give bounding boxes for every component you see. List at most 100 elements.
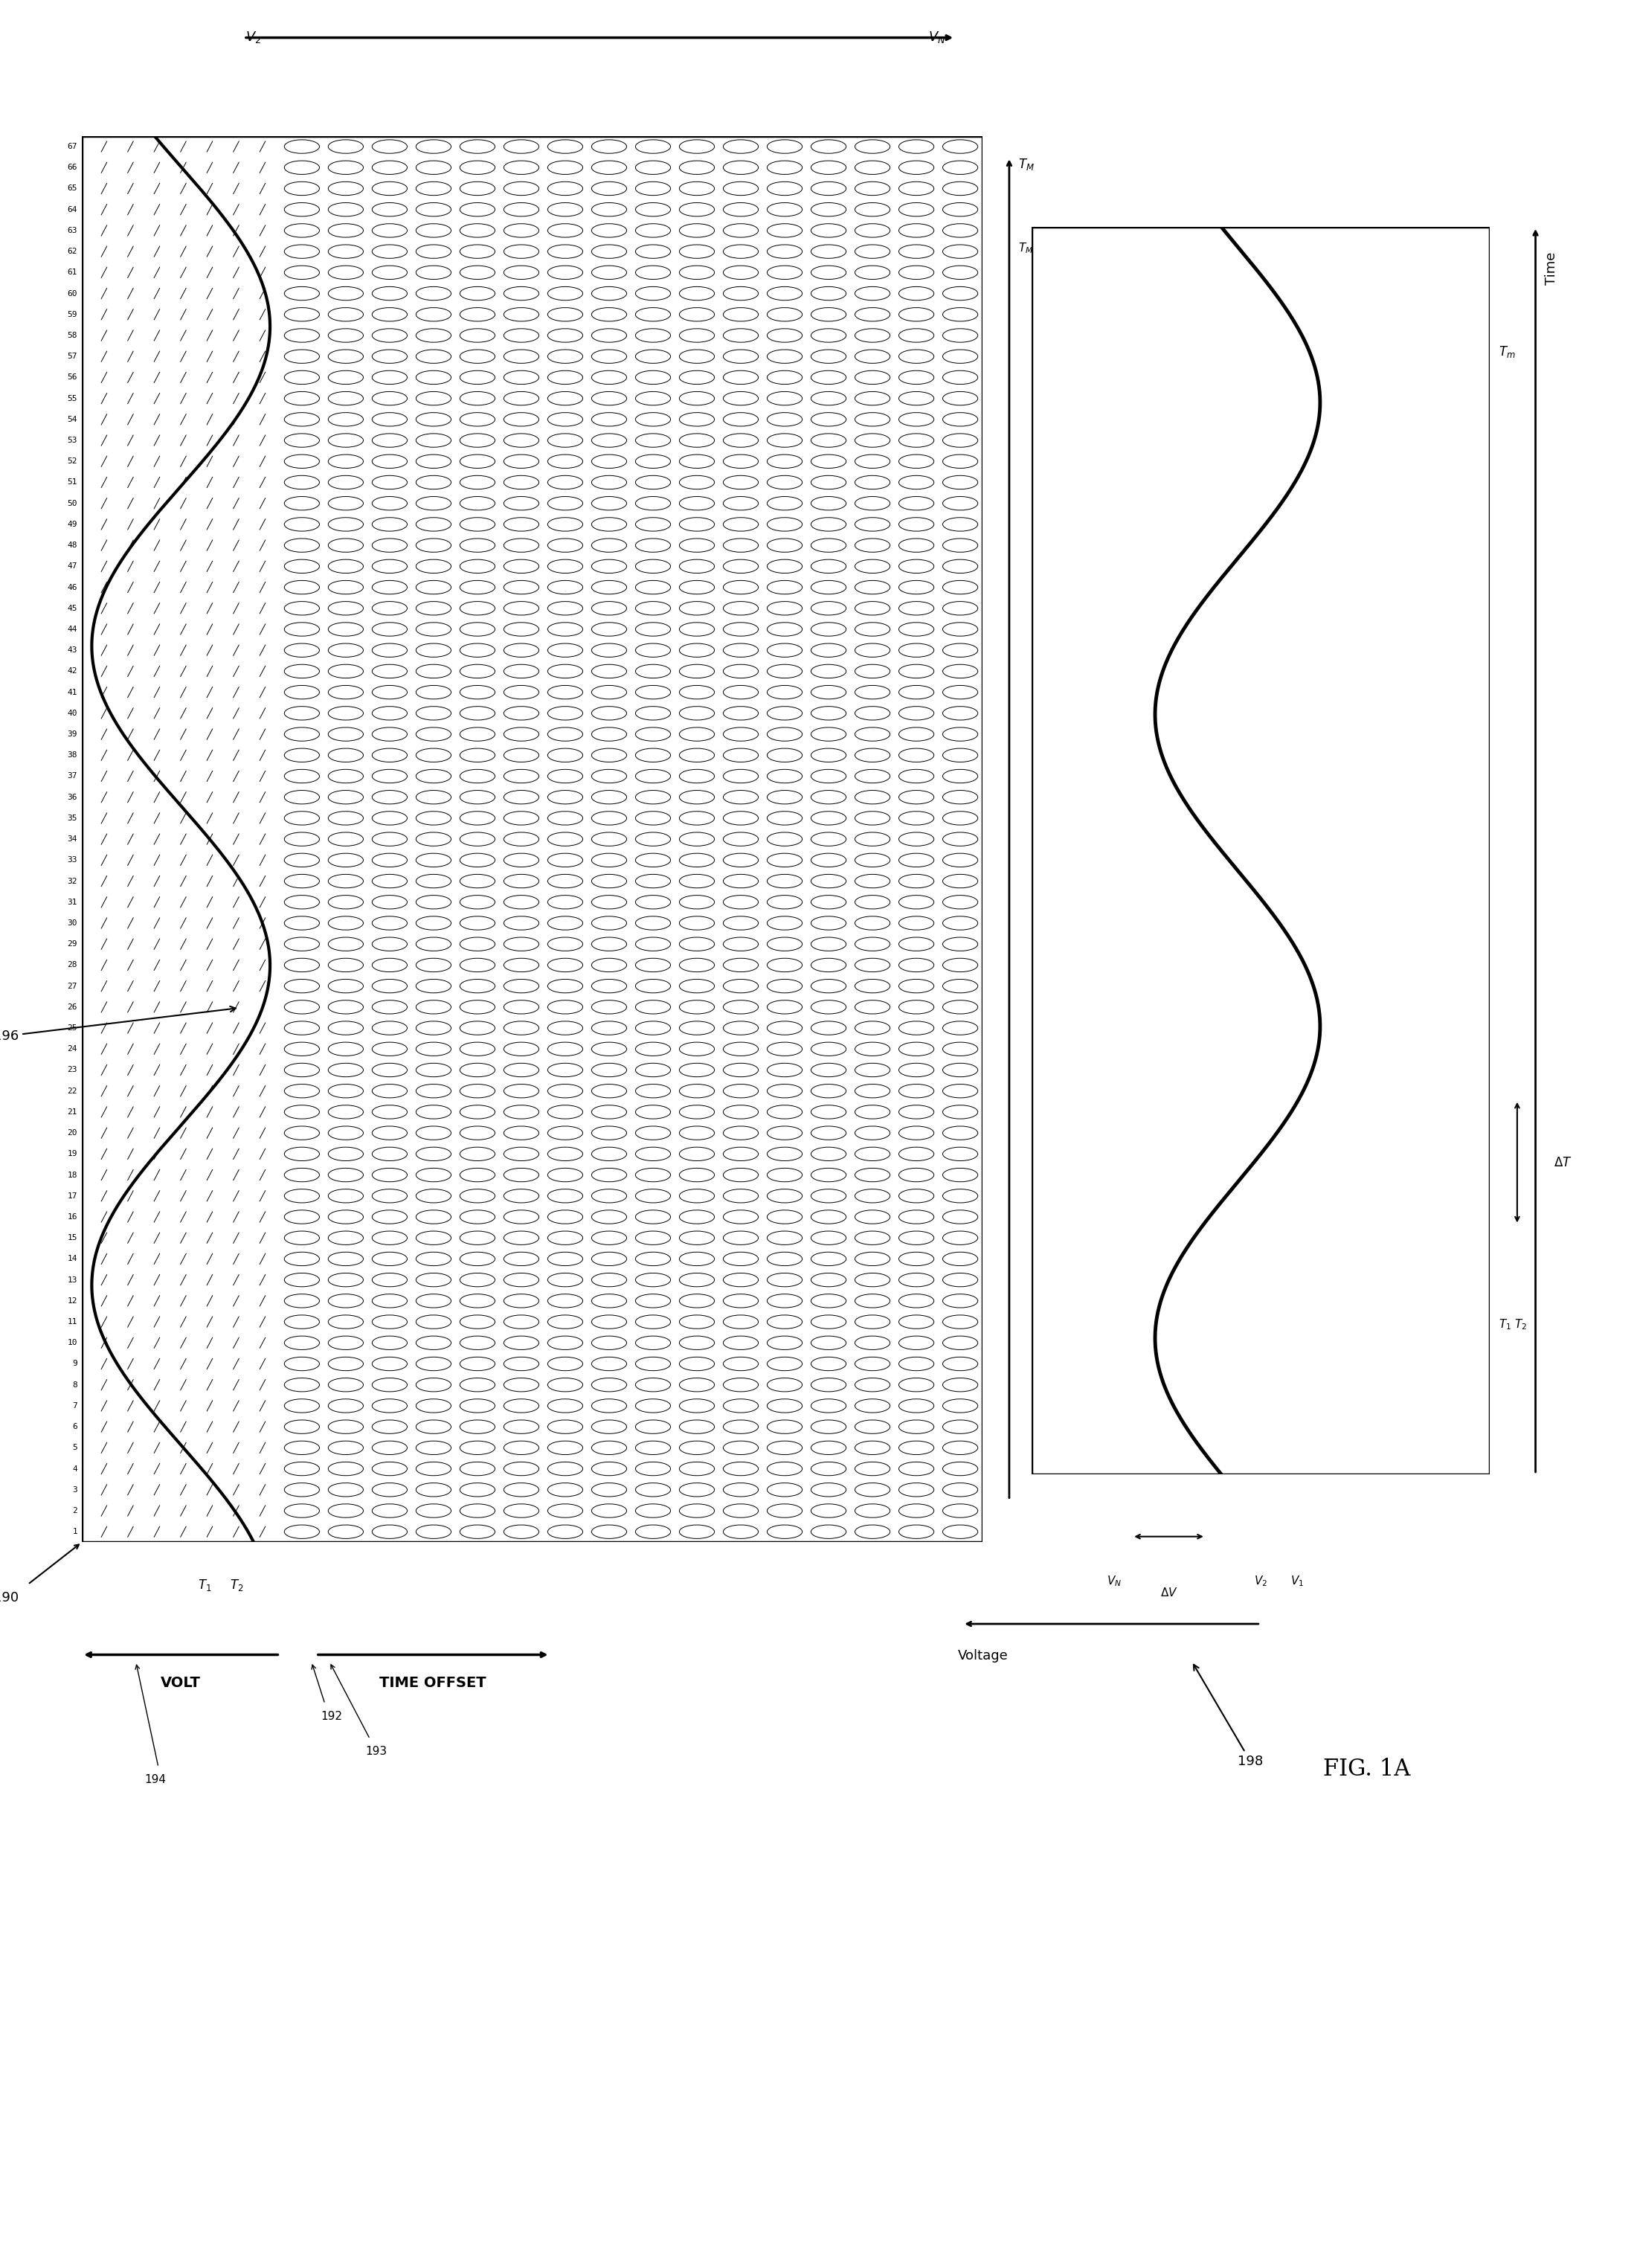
Ellipse shape [327,1252,363,1266]
Ellipse shape [548,1168,583,1182]
Ellipse shape [372,1272,408,1286]
Ellipse shape [460,1064,494,1077]
Ellipse shape [327,497,363,510]
Ellipse shape [635,1272,671,1286]
Ellipse shape [285,1272,319,1286]
Ellipse shape [591,1148,627,1161]
Ellipse shape [724,538,758,551]
Ellipse shape [943,1379,977,1393]
Text: 20: 20 [67,1129,77,1136]
Ellipse shape [943,1504,977,1517]
Ellipse shape [548,1315,583,1329]
Text: $T_M$: $T_M$ [1018,156,1035,172]
Ellipse shape [855,1252,891,1266]
Ellipse shape [679,728,714,742]
Ellipse shape [285,245,319,259]
Ellipse shape [416,161,452,175]
Ellipse shape [768,665,802,678]
Ellipse shape [504,875,539,889]
Ellipse shape [504,161,539,175]
Ellipse shape [460,1000,494,1014]
Ellipse shape [724,980,758,993]
Ellipse shape [855,1084,891,1098]
Ellipse shape [768,1127,802,1141]
Ellipse shape [416,581,452,594]
Ellipse shape [591,1524,627,1538]
Ellipse shape [635,1483,671,1497]
Ellipse shape [943,1021,977,1034]
Ellipse shape [372,1504,408,1517]
Ellipse shape [943,433,977,447]
Ellipse shape [855,896,891,909]
Ellipse shape [635,1148,671,1161]
Ellipse shape [591,959,627,973]
Ellipse shape [591,1232,627,1245]
Ellipse shape [724,705,758,719]
Ellipse shape [285,937,319,950]
Ellipse shape [372,601,408,615]
Ellipse shape [591,789,627,805]
Text: 25: 25 [67,1025,77,1032]
Ellipse shape [548,202,583,215]
Ellipse shape [768,329,802,342]
Text: 37: 37 [67,773,77,780]
Ellipse shape [416,853,452,866]
Ellipse shape [504,1483,539,1497]
Ellipse shape [460,601,494,615]
Ellipse shape [855,769,891,782]
Ellipse shape [327,1315,363,1329]
Ellipse shape [460,1420,494,1433]
Ellipse shape [548,685,583,699]
Ellipse shape [591,141,627,154]
Ellipse shape [724,225,758,238]
Ellipse shape [285,1021,319,1034]
Ellipse shape [635,1084,671,1098]
Ellipse shape [679,1336,714,1349]
Ellipse shape [810,538,846,551]
Ellipse shape [285,1420,319,1433]
Text: 31: 31 [67,898,77,905]
Ellipse shape [635,769,671,782]
Ellipse shape [460,1315,494,1329]
Text: $\Delta V$: $\Delta V$ [1161,1588,1177,1599]
Ellipse shape [327,433,363,447]
Ellipse shape [504,265,539,279]
Ellipse shape [548,621,583,635]
Ellipse shape [635,916,671,930]
Ellipse shape [810,705,846,719]
Ellipse shape [372,1524,408,1538]
Ellipse shape [810,497,846,510]
Ellipse shape [724,349,758,363]
Ellipse shape [285,644,319,658]
Ellipse shape [460,959,494,973]
Ellipse shape [372,286,408,299]
Ellipse shape [460,1168,494,1182]
Ellipse shape [943,225,977,238]
Ellipse shape [855,748,891,762]
Ellipse shape [724,1064,758,1077]
Ellipse shape [768,1105,802,1118]
Ellipse shape [504,476,539,490]
Ellipse shape [416,937,452,950]
Ellipse shape [372,1295,408,1309]
Ellipse shape [504,454,539,467]
Ellipse shape [548,789,583,805]
Ellipse shape [372,245,408,259]
Ellipse shape [899,621,935,635]
Ellipse shape [768,621,802,635]
Ellipse shape [372,812,408,826]
Ellipse shape [635,161,671,175]
Text: 16: 16 [67,1213,77,1220]
Ellipse shape [855,1021,891,1034]
Ellipse shape [679,476,714,490]
Ellipse shape [810,1463,846,1476]
Ellipse shape [548,161,583,175]
Text: 3: 3 [72,1486,77,1495]
Ellipse shape [504,1232,539,1245]
Ellipse shape [899,1356,935,1370]
Text: 6: 6 [72,1422,77,1431]
Ellipse shape [372,538,408,551]
Ellipse shape [810,1064,846,1077]
Ellipse shape [855,245,891,259]
Ellipse shape [635,621,671,635]
